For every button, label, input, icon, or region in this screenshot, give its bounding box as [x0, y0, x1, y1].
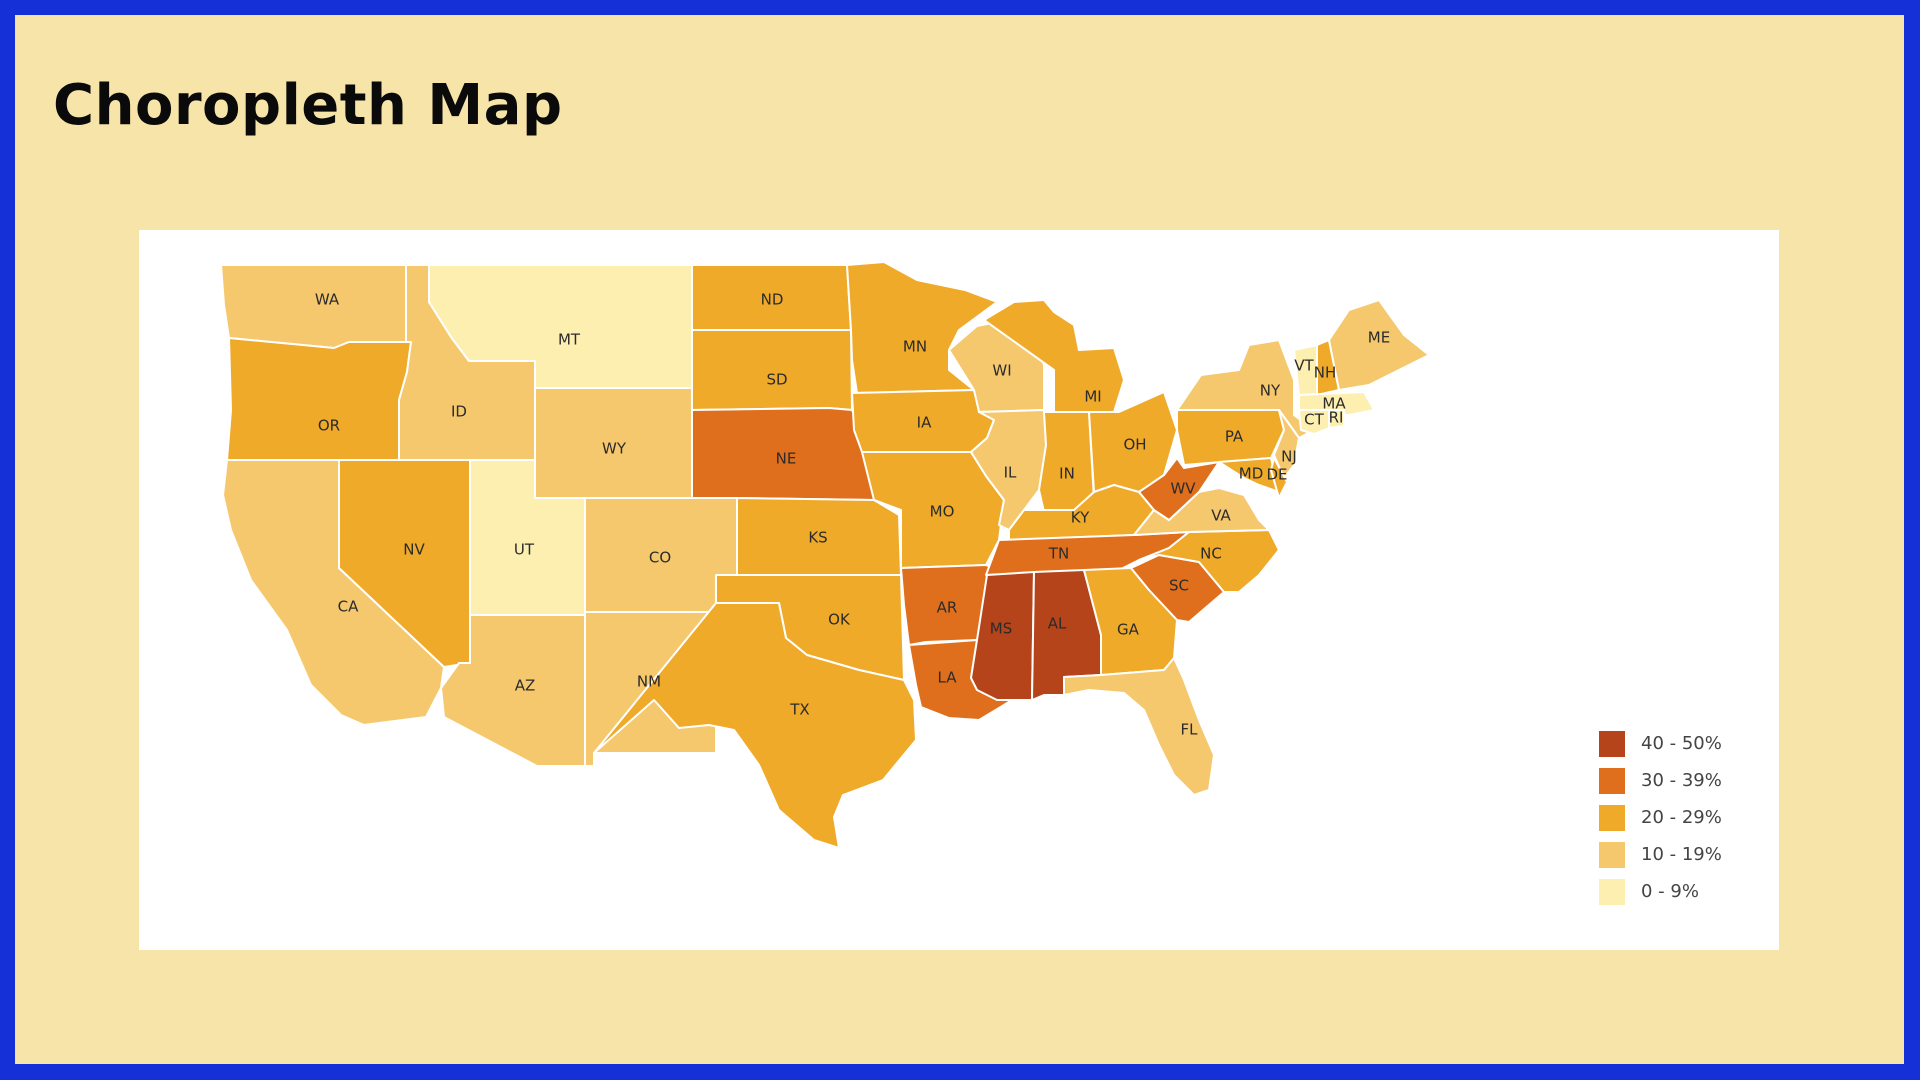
legend-label: 10 - 19%: [1641, 844, 1722, 865]
state-wa[interactable]: [220, 264, 407, 349]
state-label-md: MD: [1239, 465, 1264, 483]
state-label-ma: MA: [1322, 395, 1346, 413]
state-label-mo: MO: [930, 503, 955, 521]
state-label-wa: WA: [315, 291, 340, 309]
state-label-nc: NC: [1200, 545, 1222, 563]
legend-swatch: [1599, 767, 1625, 794]
legend-label: 30 - 39%: [1641, 770, 1722, 791]
state-label-ct: CT: [1304, 411, 1324, 429]
state-nc[interactable]: [1138, 529, 1280, 593]
state-label-nv: NV: [403, 541, 425, 559]
state-label-sc: SC: [1169, 577, 1189, 595]
state-label-ks: KS: [808, 529, 827, 547]
legend-item: 10 - 19%: [1599, 836, 1722, 873]
state-label-wv: WV: [1170, 480, 1196, 498]
state-label-ny: NY: [1260, 382, 1281, 400]
page-title: Choropleth Map: [53, 73, 563, 138]
state-label-de: DE: [1266, 466, 1287, 484]
state-label-ia: IA: [917, 414, 932, 432]
state-label-tn: TN: [1048, 545, 1069, 563]
state-ct[interactable]: [1298, 409, 1330, 435]
state-label-wy: WY: [602, 440, 627, 458]
state-label-la: LA: [938, 669, 958, 687]
state-label-mn: MN: [903, 338, 927, 356]
state-tx[interactable]: [593, 602, 917, 849]
state-ny[interactable]: [1176, 339, 1315, 439]
state-label-ga: GA: [1117, 621, 1140, 639]
state-label-nm: NM: [637, 673, 661, 691]
state-mi[interactable]: [983, 299, 1125, 416]
state-label-ri: RI: [1329, 409, 1344, 427]
state-label-tx: TX: [789, 701, 809, 719]
state-label-oh: OH: [1123, 436, 1146, 454]
state-label-vt: VT: [1294, 357, 1314, 375]
us-choropleth-map: WA OR CA ID NV MT WY UT CO AZ NM ND SD NE KS OK TX MN IA MO…: [220, 261, 1430, 849]
state-label-mi: MI: [1084, 388, 1101, 406]
state-label-ca: CA: [338, 598, 359, 616]
state-de[interactable]: [1270, 457, 1288, 499]
state-label-ar: AR: [937, 599, 958, 617]
state-label-fl: FL: [1181, 721, 1199, 739]
legend-label: 20 - 29%: [1641, 807, 1722, 828]
state-label-ms: MS: [990, 620, 1012, 638]
state-label-nd: ND: [761, 291, 784, 309]
legend-swatch: [1599, 878, 1625, 905]
state-label-ne: NE: [776, 450, 797, 468]
legend-item: 40 - 50%: [1599, 725, 1722, 762]
state-label-me: ME: [1368, 329, 1390, 347]
legend-swatch: [1599, 804, 1625, 831]
state-label-ky: KY: [1071, 509, 1090, 527]
state-in[interactable]: [1038, 411, 1095, 513]
state-label-mt: MT: [558, 331, 581, 349]
state-label-al: AL: [1048, 615, 1067, 633]
legend-label: 40 - 50%: [1641, 733, 1722, 754]
state-label-az: AZ: [515, 677, 536, 695]
legend-label: 0 - 9%: [1641, 881, 1699, 902]
legend-swatch: [1599, 730, 1625, 757]
state-ri[interactable]: [1328, 409, 1345, 429]
state-label-ut: UT: [514, 541, 535, 559]
state-label-co: CO: [649, 549, 671, 567]
state-fl[interactable]: [1063, 657, 1215, 796]
legend-item: 0 - 9%: [1599, 873, 1722, 910]
state-label-or: OR: [318, 417, 340, 435]
state-label-ok: OK: [828, 611, 851, 629]
map-legend: 40 - 50% 30 - 39% 20 - 29% 10 - 19% 0 - 9%: [1599, 725, 1722, 910]
state-label-pa: PA: [1225, 428, 1244, 446]
legend-item: 20 - 29%: [1599, 799, 1722, 836]
state-label-nh: NH: [1314, 364, 1337, 382]
state-label-wi: WI: [992, 362, 1011, 380]
state-label-in: IN: [1059, 465, 1075, 483]
legend-item: 30 - 39%: [1599, 762, 1722, 799]
state-label-nj: NJ: [1281, 448, 1297, 466]
slide-frame: Choropleth Map WA OR CA ID NV MT WY UT CO AZ NM ND S…: [15, 15, 1904, 1064]
legend-swatch: [1599, 841, 1625, 868]
state-label-id: ID: [451, 403, 467, 421]
map-card: WA OR CA ID NV MT WY UT CO AZ NM ND SD NE KS OK TX MN IA MO…: [139, 230, 1779, 950]
state-or[interactable]: [226, 337, 412, 461]
state-label-il: IL: [1004, 464, 1017, 482]
state-me[interactable]: [1328, 299, 1430, 391]
state-label-sd: SD: [766, 371, 787, 389]
state-md[interactable]: [1218, 457, 1280, 493]
state-label-va: VA: [1211, 507, 1231, 525]
